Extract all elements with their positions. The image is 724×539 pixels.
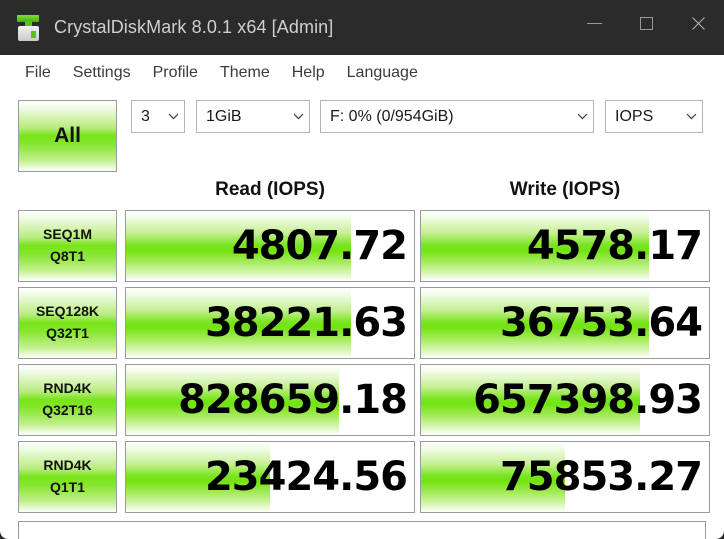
run-all-label: All [54, 124, 81, 147]
unit-dropdown[interactable]: IOPS [605, 100, 703, 133]
menu-item-language[interactable]: Language [346, 64, 418, 81]
chevron-down-icon [680, 113, 702, 120]
unit-value: IOPS [615, 107, 654, 125]
write-result-value: 75853.27 [499, 454, 703, 500]
close-button[interactable] [672, 0, 724, 46]
minimize-button[interactable] [568, 0, 620, 46]
maximize-icon [639, 16, 653, 30]
result-row: RND4K Q32T16 828659.18 657398.93 [0, 364, 724, 436]
test-size-dropdown[interactable]: 1GiB [196, 100, 310, 133]
result-row: SEQ128K Q32T1 38221.63 36753.64 [0, 287, 724, 359]
write-result-cell: 36753.64 [420, 287, 710, 359]
row-label-line1: RND4K [43, 380, 92, 397]
menu-item-settings[interactable]: Settings [72, 64, 131, 81]
menu-item-file[interactable]: File [25, 64, 51, 81]
read-result-value: 4807.72 [231, 223, 408, 269]
run-test-button-seq128k-q32t1[interactable]: SEQ128K Q32T1 [18, 287, 117, 359]
read-result-cell: 828659.18 [125, 364, 415, 436]
comment-input[interactable] [18, 521, 706, 539]
run-test-button-rnd4k-q32t16[interactable]: RND4K Q32T16 [18, 364, 117, 436]
window-controls [568, 0, 724, 46]
drive-value: F: 0% (0/954GiB) [330, 107, 454, 125]
test-size-value: 1GiB [206, 107, 242, 125]
toolbar: 3 1GiB F: 0% (0/954GiB) IOPS [0, 100, 724, 137]
read-result-cell: 38221.63 [125, 287, 415, 359]
row-label-line1: RND4K [43, 457, 92, 474]
run-all-button[interactable]: All [18, 100, 117, 172]
run-test-button-seq1m-q8t1[interactable]: SEQ1M Q8T1 [18, 210, 117, 282]
client-area: File Settings Profile Theme Help Languag… [0, 55, 724, 539]
test-count-dropdown[interactable]: 3 [131, 100, 185, 133]
menu-bar: File Settings Profile Theme Help Languag… [0, 55, 724, 91]
read-result-value: 38221.63 [204, 300, 408, 346]
write-result-value: 36753.64 [499, 300, 703, 346]
row-label-line2: Q32T16 [42, 402, 93, 418]
result-row: RND4K Q1T1 23424.56 75853.27 [0, 441, 724, 513]
read-result-bar [126, 442, 270, 512]
read-result-value: 828659.18 [178, 377, 408, 423]
row-label-line1: SEQ128K [35, 303, 100, 320]
write-column-header: Write (IOPS) [509, 179, 621, 200]
write-result-bar [421, 211, 649, 281]
chevron-down-icon [571, 113, 593, 120]
title-bar: CrystalDiskMark 8.0.1 x64 [Admin] [0, 0, 724, 55]
result-row: SEQ1M Q8T1 4807.72 4578.17 [0, 210, 724, 282]
minimize-icon [586, 22, 602, 24]
drive-dropdown[interactable]: F: 0% (0/954GiB) [320, 100, 594, 133]
row-label-line2: Q32T1 [46, 325, 89, 341]
read-result-cell: 4807.72 [125, 210, 415, 282]
test-count-value: 3 [141, 107, 150, 125]
write-result-cell: 657398.93 [420, 364, 710, 436]
menu-item-help[interactable]: Help [291, 64, 325, 81]
read-result-bar [126, 365, 340, 435]
menu-item-profile[interactable]: Profile [152, 64, 198, 81]
row-label-line2: Q8T1 [49, 248, 85, 264]
read-result-cell: 23424.56 [125, 441, 415, 513]
write-result-cell: 4578.17 [420, 210, 710, 282]
window-title: CrystalDiskMark 8.0.1 x64 [Admin] [54, 17, 334, 37]
row-label-line2: Q1T1 [49, 479, 85, 495]
write-result-value: 4578.17 [526, 223, 703, 269]
maximize-button[interactable] [620, 0, 672, 46]
read-column-header: Read (IOPS) [215, 179, 325, 200]
write-result-value: 657398.93 [473, 377, 703, 423]
row-label-line1: SEQ1M [42, 226, 92, 243]
chevron-down-icon [162, 113, 184, 120]
read-result-bar [126, 288, 351, 358]
read-result-value: 23424.56 [204, 454, 408, 500]
write-result-bar [421, 365, 640, 435]
close-icon [690, 15, 707, 32]
run-test-button-rnd4k-q1t1[interactable]: RND4K Q1T1 [18, 441, 117, 513]
write-result-bar [421, 442, 565, 512]
write-result-cell: 75853.27 [420, 441, 710, 513]
read-result-bar [126, 211, 351, 281]
chevron-down-icon [287, 113, 309, 120]
menu-item-theme[interactable]: Theme [219, 64, 270, 81]
write-result-bar [421, 288, 649, 358]
disk-drive-icon [16, 14, 42, 42]
